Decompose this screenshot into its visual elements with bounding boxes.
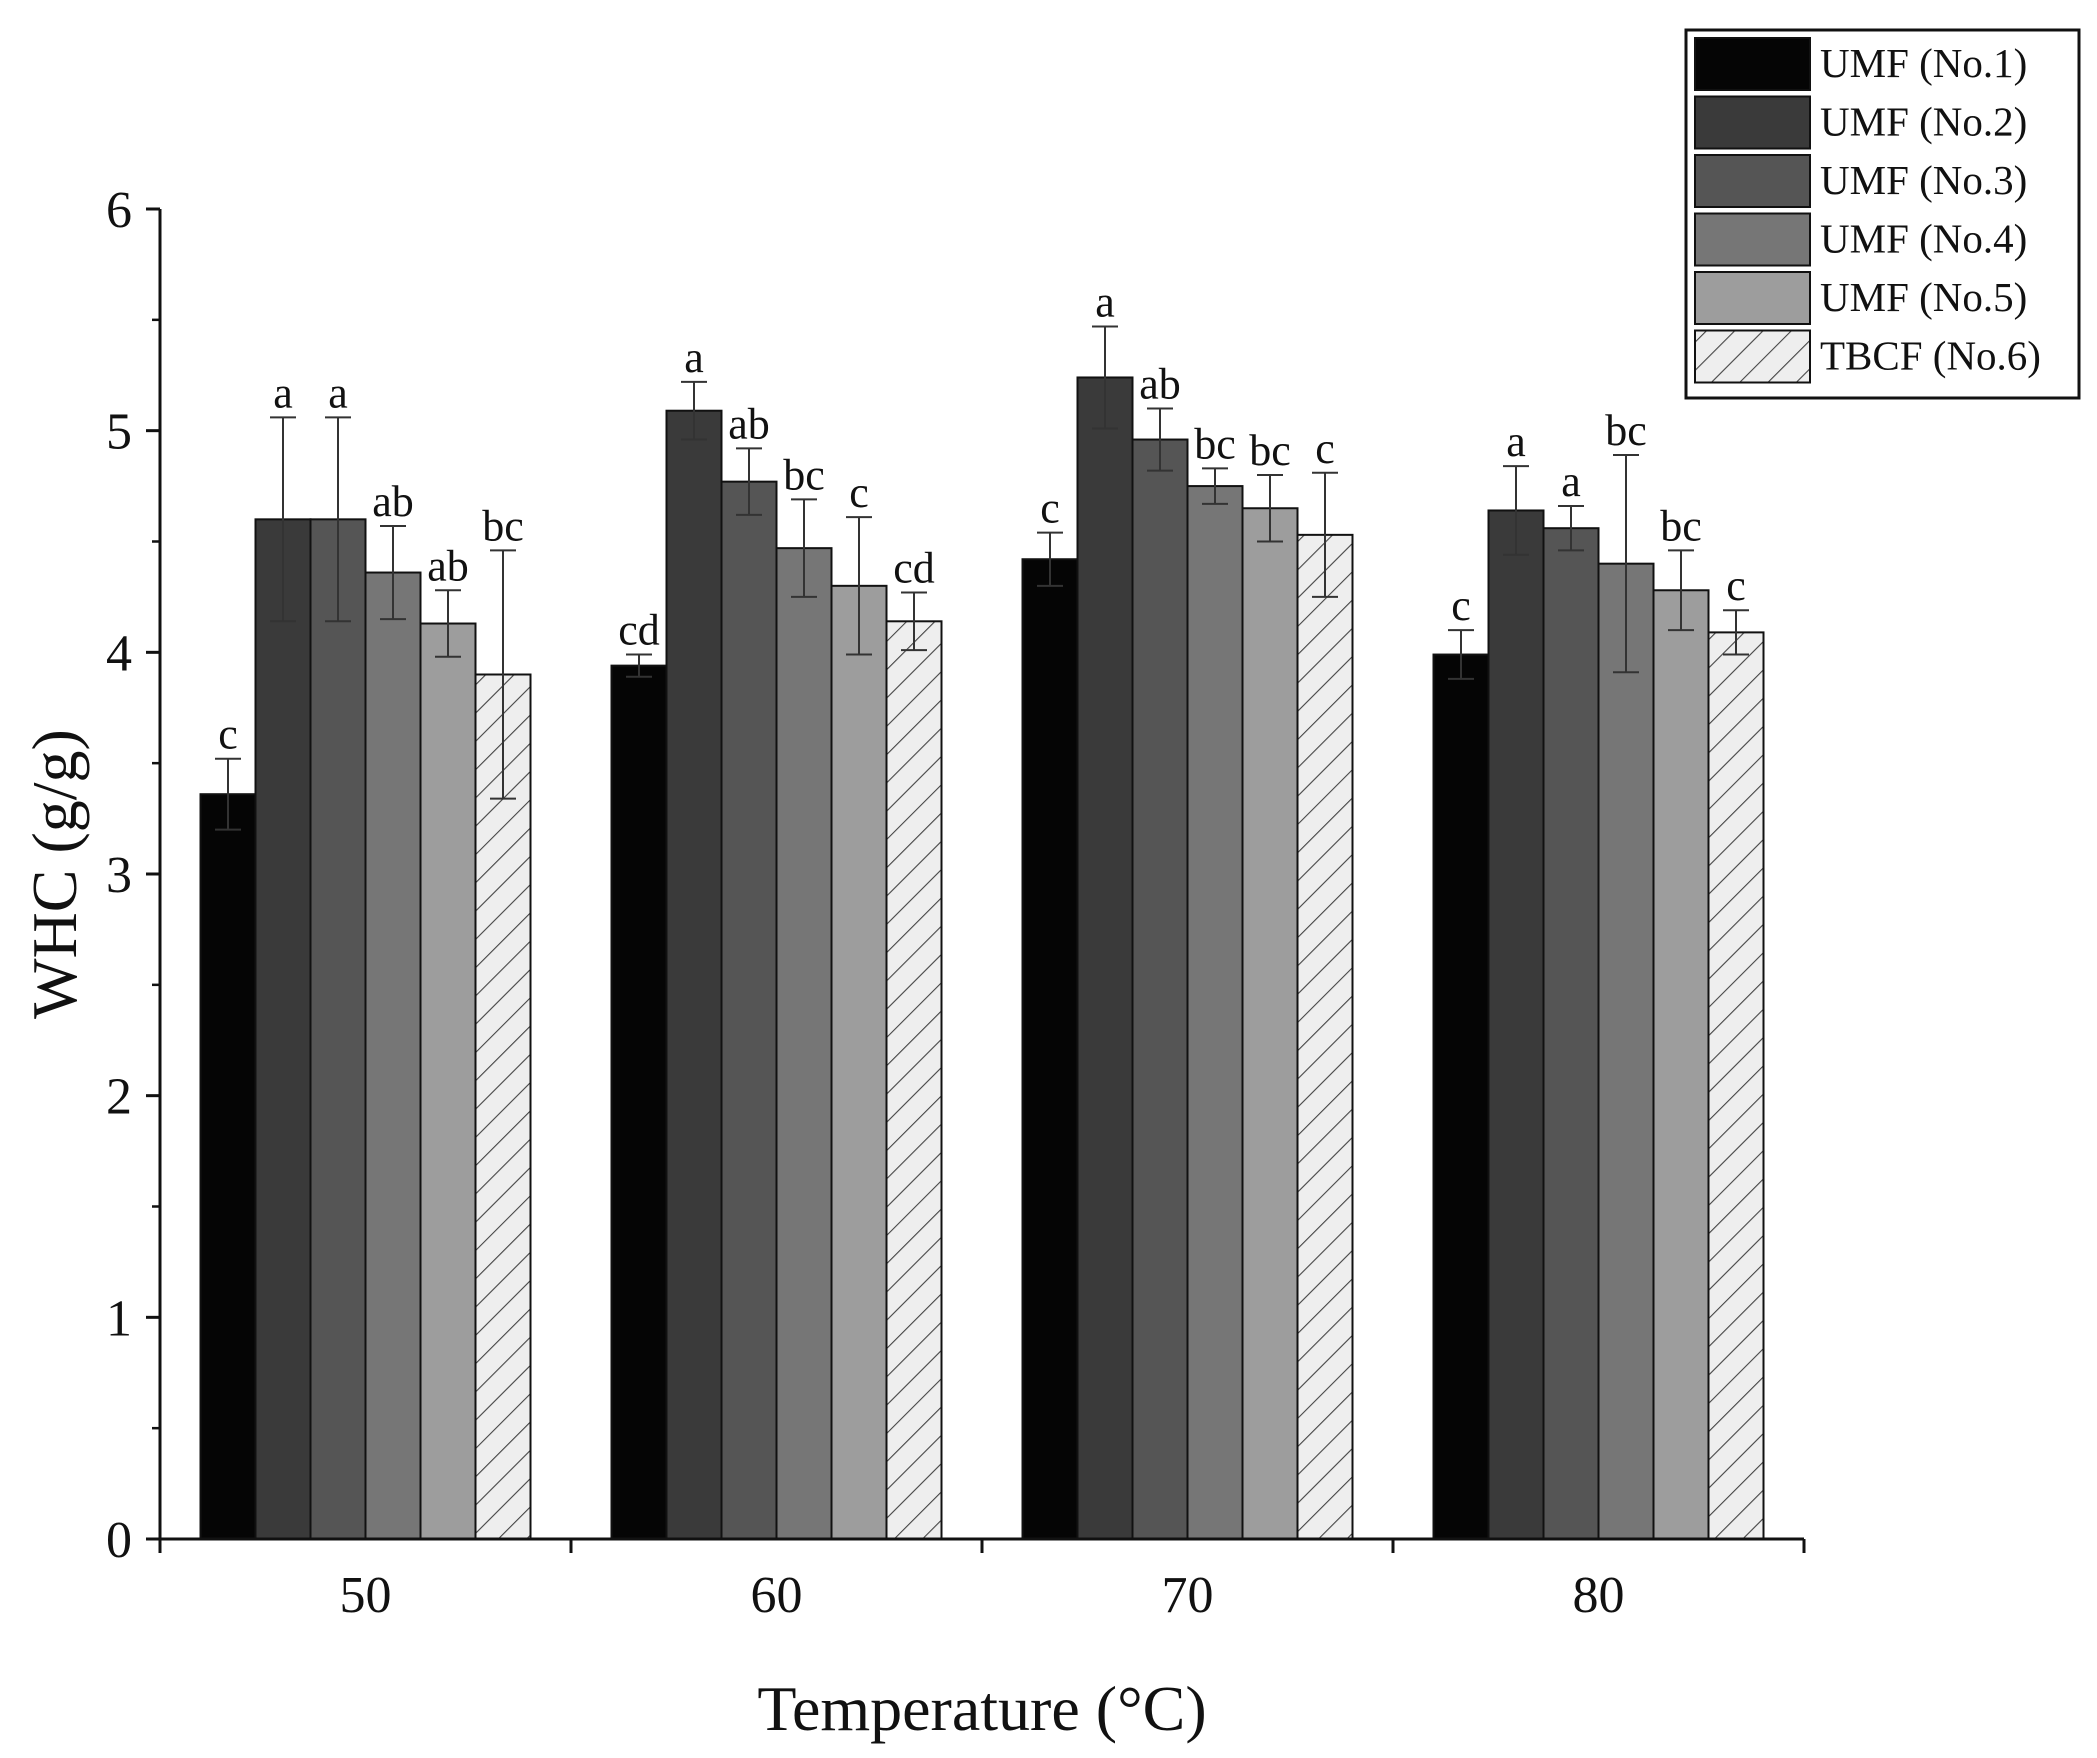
legend-swatch bbox=[1694, 37, 1811, 91]
legend-label: UMF (No.3) bbox=[1820, 157, 2027, 203]
legend-label: UMF (No.5) bbox=[1820, 274, 2027, 320]
y-tick-label: 5 bbox=[106, 404, 132, 461]
bar bbox=[1542, 527, 1600, 1540]
bar bbox=[199, 793, 257, 1540]
significance-label: bc bbox=[1194, 419, 1236, 468]
legend-swatch bbox=[1694, 154, 1811, 208]
significance-label: ab bbox=[1139, 360, 1181, 409]
significance-label: c bbox=[849, 468, 869, 517]
bar bbox=[830, 584, 888, 1540]
bar bbox=[1131, 438, 1189, 1540]
legend-swatch bbox=[1694, 95, 1811, 150]
significance-label: a bbox=[1561, 457, 1581, 506]
bar bbox=[1597, 562, 1655, 1540]
bar bbox=[254, 518, 312, 1540]
legend-swatch bbox=[1694, 212, 1811, 267]
bar bbox=[1186, 485, 1244, 1540]
y-ticks-layer: 0 1 2 3 4 5 6 bbox=[106, 182, 160, 1569]
significance-label: c bbox=[1451, 581, 1471, 630]
y-tick-label: 3 bbox=[106, 847, 132, 904]
significance-label: ab bbox=[728, 399, 770, 448]
y-tick-label: 6 bbox=[106, 182, 132, 239]
bar bbox=[309, 518, 367, 1540]
significance-label: a bbox=[273, 368, 293, 417]
bar bbox=[1487, 509, 1545, 1540]
bar bbox=[665, 409, 723, 1540]
significance-label: bc bbox=[1605, 406, 1647, 455]
bars-layer bbox=[199, 376, 1765, 1540]
significance-label: a bbox=[1095, 277, 1115, 326]
errorbars-layer bbox=[215, 325, 1749, 831]
y-tick-label: 0 bbox=[106, 1512, 132, 1569]
bar bbox=[1241, 507, 1299, 1540]
bar bbox=[775, 547, 833, 1540]
significance-label: cd bbox=[893, 543, 935, 592]
y-tick-label: 2 bbox=[106, 1069, 132, 1126]
x-axis-title: Temperature (°C) bbox=[757, 1673, 1206, 1744]
bar bbox=[1021, 558, 1079, 1540]
significance-label: c bbox=[1315, 424, 1335, 473]
significance-label: c bbox=[1040, 484, 1060, 533]
bar bbox=[1652, 589, 1710, 1540]
x-tick-label: 60 bbox=[751, 1567, 803, 1624]
bar bbox=[419, 622, 477, 1540]
bar bbox=[610, 664, 668, 1540]
x-tick-label: 80 bbox=[1573, 1567, 1625, 1624]
significance-label: ab bbox=[427, 541, 469, 590]
bar bbox=[364, 571, 422, 1540]
legend-label: TBCF (No.6) bbox=[1820, 333, 2041, 379]
bar bbox=[885, 620, 943, 1540]
bar bbox=[1296, 533, 1354, 1540]
legend-swatch bbox=[1694, 329, 1811, 384]
significance-label: bc bbox=[783, 450, 825, 499]
significance-label: ab bbox=[372, 477, 414, 526]
significance-label: a bbox=[1506, 417, 1526, 466]
y-axis-title: WHC (g/g) bbox=[19, 729, 90, 1019]
legend-label: UMF (No.2) bbox=[1820, 99, 2027, 145]
legend: UMF (No.1) UMF (No.2) UMF (No.3) UMF (No.4)… bbox=[1684, 28, 2081, 400]
significance-label: bc bbox=[1249, 426, 1291, 475]
x-ticks-layer: 50 60 70 80 bbox=[158, 1539, 1806, 1624]
y-tick-label: 1 bbox=[106, 1290, 132, 1347]
legend-label: UMF (No.4) bbox=[1820, 216, 2027, 262]
significance-label: bc bbox=[482, 501, 524, 550]
significance-label: c bbox=[218, 710, 238, 759]
x-tick-label: 70 bbox=[1162, 1567, 1214, 1624]
significance-label: bc bbox=[1660, 501, 1702, 550]
bar bbox=[720, 480, 778, 1540]
y-tick-label: 4 bbox=[106, 625, 132, 682]
x-tick-label: 50 bbox=[340, 1567, 392, 1624]
bar bbox=[474, 673, 532, 1540]
bar bbox=[1707, 631, 1765, 1540]
legend-swatch bbox=[1694, 271, 1811, 325]
significance-label: a bbox=[328, 368, 348, 417]
legend-label: UMF (No.1) bbox=[1820, 40, 2027, 86]
bar bbox=[1076, 376, 1134, 1540]
significance-label: cd bbox=[618, 606, 660, 655]
significance-label: a bbox=[684, 333, 704, 382]
significance-label: c bbox=[1726, 561, 1746, 610]
bar bbox=[1432, 653, 1490, 1540]
